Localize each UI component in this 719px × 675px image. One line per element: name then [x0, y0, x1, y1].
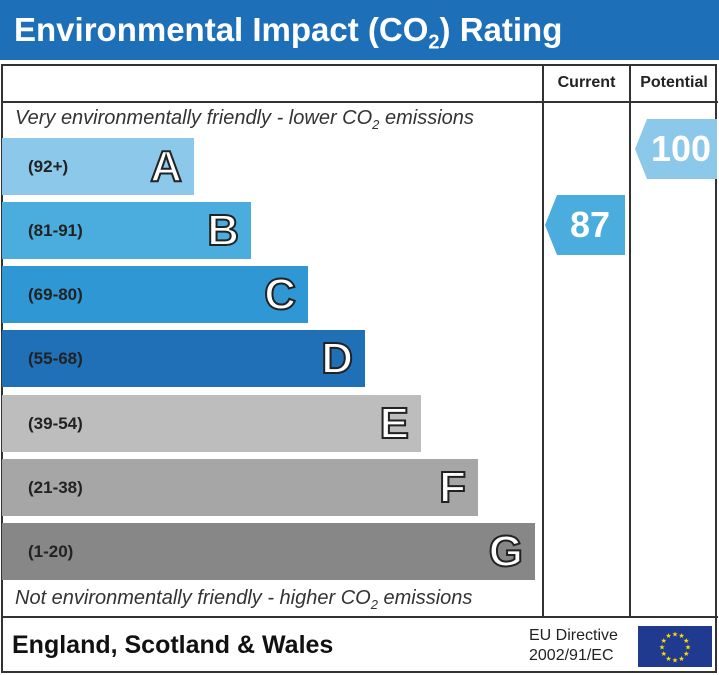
band-letter: A: [149, 141, 183, 192]
svg-text:★: ★: [659, 644, 665, 652]
potential-header: Potential: [640, 74, 708, 91]
band-d: (55-68) D: [2, 330, 365, 387]
chart-title: Environmental Impact (CO2) Rating: [0, 0, 719, 60]
band-a: (92+) A: [2, 138, 194, 195]
band-range: (55-68): [28, 349, 83, 368]
band-range: (81-91): [28, 221, 83, 240]
band-range: (39-54): [28, 414, 83, 433]
eu-flag-icon: ★★★★★★★★★ ★ ★★: [638, 626, 712, 667]
current-header: Current: [557, 74, 616, 91]
band-letter: F: [438, 462, 467, 513]
svg-text:★: ★: [678, 655, 684, 663]
band-c: (69-80) C: [2, 266, 308, 323]
svg-text:★: ★: [678, 632, 684, 640]
band-b: (81-91) B: [2, 202, 251, 259]
band-range: (21-38): [28, 478, 83, 497]
divider: [629, 64, 631, 617]
potential-rating-arrow: 100: [635, 119, 717, 179]
svg-text:★: ★: [672, 631, 678, 639]
svg-text:★: ★: [683, 650, 689, 658]
band-letter: C: [263, 269, 297, 320]
divider: [1, 101, 718, 103]
svg-text:★: ★: [665, 655, 671, 663]
bottom-note: Not environmentally friendly - higher CO…: [15, 587, 473, 612]
band-letter: D: [320, 333, 354, 384]
region-label: England, Scotland & Wales: [12, 631, 334, 659]
band-range: (69-80): [28, 285, 83, 304]
svg-text:★: ★: [661, 637, 667, 645]
band-letter: G: [488, 526, 524, 577]
svg-text:★: ★: [661, 650, 667, 658]
band-letter: B: [206, 205, 240, 256]
svg-text:★: ★: [683, 637, 689, 645]
band-letter: E: [379, 398, 410, 449]
band-e: (39-54) E: [2, 395, 421, 452]
divider: [542, 64, 544, 617]
band-range: (1-20): [28, 542, 74, 561]
divider: [1, 616, 718, 618]
svg-text:★: ★: [685, 644, 691, 652]
current-rating-arrow: 87: [545, 195, 625, 255]
svg-text:★: ★: [665, 632, 671, 640]
svg-text:★: ★: [672, 657, 678, 665]
top-note: Very environmentally friendly - lower CO…: [15, 107, 474, 132]
band-range: (92+): [28, 157, 69, 176]
band-f: (21-38) F: [2, 459, 478, 516]
eu-directive: EU Directive 2002/91/EC: [529, 627, 618, 664]
band-g: (1-20) G: [2, 523, 535, 580]
